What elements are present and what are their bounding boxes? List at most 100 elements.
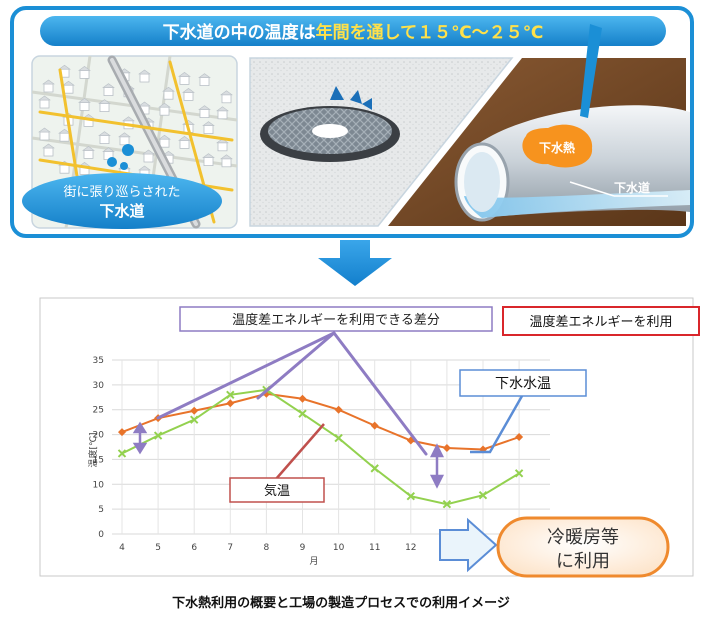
series-point — [442, 499, 452, 509]
series-line — [121, 388, 520, 506]
emphasis-marks — [330, 86, 372, 110]
down-arrow — [318, 240, 392, 286]
house — [42, 143, 55, 157]
house — [118, 132, 131, 146]
sewer-panel: 下水熱 下水道 — [249, 24, 690, 227]
water-temp-text: 下水水温 — [495, 376, 551, 392]
house — [102, 147, 115, 161]
series-point — [406, 492, 416, 501]
series-line — [121, 392, 520, 451]
air-temp-pointer — [275, 423, 325, 480]
house — [202, 121, 215, 134]
sewer-heat-badge: 下水熱 — [522, 124, 593, 168]
house — [198, 105, 211, 118]
y-tick-label: 30 — [93, 381, 105, 391]
diff-energy-text: 温度差エネルギーを利用できる差分 — [232, 312, 440, 328]
headline-banner: 下水道の中の温度は年間を通して１５℃〜２５℃ — [40, 16, 666, 46]
y-tick-label: 20 — [93, 431, 105, 441]
house — [78, 98, 91, 111]
town-caption-line1: 街に張り巡らされた — [63, 185, 180, 200]
house — [178, 72, 191, 85]
manhole-cover — [260, 106, 400, 162]
pipe-label-group: 下水道 — [569, 180, 668, 197]
y-tick-labels: 0 5 10 15 20 25 30 35 — [93, 356, 105, 540]
series-point — [226, 390, 235, 400]
x-tick-label: 11 — [369, 543, 380, 553]
house — [182, 88, 195, 101]
house — [220, 154, 233, 168]
house — [202, 153, 215, 167]
series-point — [190, 406, 199, 415]
water-temp-callout: 下水水温 — [459, 369, 587, 397]
series-point — [515, 433, 524, 442]
house — [216, 106, 229, 120]
town-caption: 街に張り巡らされた 下水道 — [22, 173, 222, 229]
y-tick-label: 25 — [93, 406, 104, 416]
usage-text-line2: に利用 — [556, 551, 610, 572]
sewer-heat-label: 下水熱 — [539, 140, 575, 155]
water-drops — [107, 144, 134, 170]
series-point — [117, 449, 127, 458]
house — [198, 73, 211, 86]
usage-badge: 冷暖房等 に利用 — [496, 516, 670, 578]
house — [178, 136, 191, 149]
series-point — [370, 421, 379, 430]
series-point — [478, 491, 488, 500]
series-point — [298, 394, 307, 403]
callout-pointer — [580, 24, 602, 118]
y-tick-label: 35 — [93, 356, 104, 366]
series-point — [514, 469, 524, 478]
house — [102, 83, 115, 96]
pipe-label: 下水道 — [614, 180, 650, 195]
usage-arrow — [439, 517, 498, 573]
x-tick-label: 4 — [119, 543, 125, 553]
house — [220, 90, 233, 104]
x-tick-label: 10 — [333, 543, 345, 553]
x-tick-label: 12 — [405, 543, 416, 553]
house — [216, 138, 229, 152]
house — [98, 99, 111, 112]
top-illustration: 下水道の中の温度は年間を通して１５℃〜２５℃ — [10, 6, 694, 238]
use-energy-text: 温度差エネルギーを利用 — [529, 314, 672, 330]
house — [78, 66, 91, 79]
x-tick-label: 7 — [227, 543, 233, 553]
house — [142, 149, 155, 163]
series-point — [334, 405, 343, 414]
y-tick-label: 0 — [98, 530, 104, 540]
series-point — [226, 399, 235, 408]
difference-arrows — [132, 421, 445, 489]
series-point — [153, 431, 163, 440]
series-point — [189, 415, 199, 424]
diff-energy-callout: 温度差エネルギーを利用できる差分 — [179, 306, 493, 332]
air-temp-callout: 気温 — [229, 477, 325, 503]
x-tick-label: 8 — [264, 543, 270, 553]
house — [38, 127, 51, 141]
x-axis-label: 月 — [309, 556, 318, 567]
house — [58, 128, 71, 142]
house — [138, 69, 151, 83]
series-point — [334, 433, 343, 443]
series-point — [118, 428, 126, 437]
x-tick-label: 9 — [300, 543, 306, 553]
x-tick-label: 5 — [155, 543, 161, 553]
series-point — [298, 409, 307, 418]
house — [158, 134, 171, 148]
difference-pointers — [156, 331, 428, 456]
house — [42, 79, 55, 93]
water-temp-pointer — [470, 395, 524, 454]
figure-caption: 下水熱利用の概要と工場の製造プロセスでの利用イメージ — [172, 595, 510, 611]
house — [158, 102, 171, 116]
town-caption-line2: 下水道 — [99, 202, 144, 220]
banner-text-plain: 下水道の中の温度は — [163, 22, 316, 43]
banner-text-highlight: 年間を通して１５℃〜２５℃ — [316, 22, 544, 43]
use-energy-callout: 温度差エネルギーを利用 — [502, 306, 700, 336]
usage-text-line1: 冷暖房等 — [547, 527, 619, 548]
series-point — [442, 443, 451, 452]
house — [162, 86, 175, 100]
y-tick-label: 5 — [98, 505, 104, 515]
house — [38, 95, 51, 109]
town-panel: 街に張り巡らされた 下水道 — [22, 55, 238, 229]
air-temp-text: 気温 — [264, 483, 290, 499]
